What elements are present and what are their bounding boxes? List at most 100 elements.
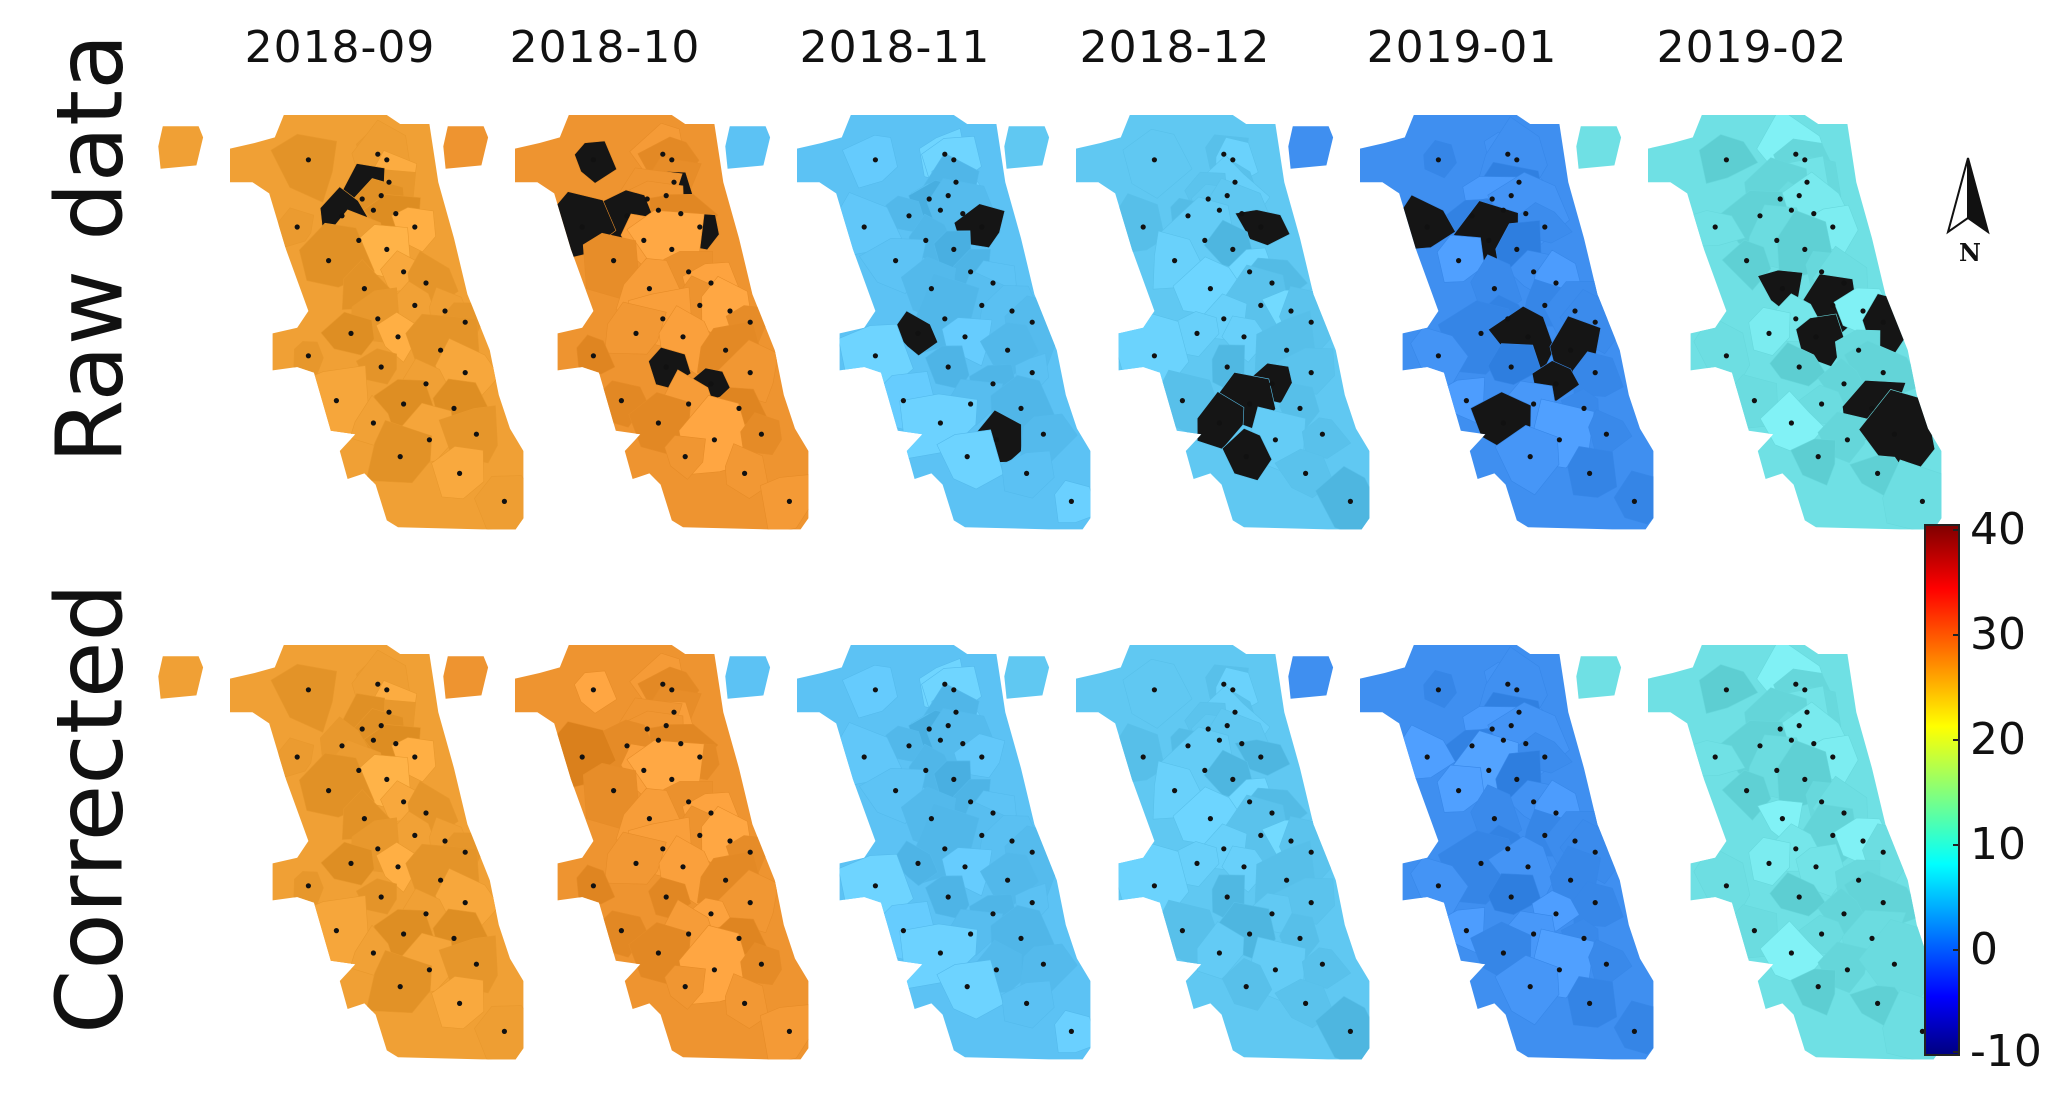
sensor-dot	[1819, 799, 1825, 805]
sensor-dot	[1018, 405, 1024, 411]
sensor-dot	[708, 911, 714, 917]
map-cell	[842, 134, 898, 189]
sensor-dot	[1880, 319, 1886, 325]
map-cell	[941, 317, 993, 367]
sensor-dot	[1553, 810, 1559, 816]
map-cell	[759, 473, 809, 530]
sensor-dot	[401, 931, 407, 937]
sensor-dot	[1841, 810, 1847, 816]
sensor-dot	[872, 157, 879, 163]
sensor-dot	[655, 420, 662, 426]
sensor-dot	[1592, 900, 1598, 906]
sensor-dot	[1185, 213, 1191, 219]
sensor-dot	[1516, 179, 1522, 185]
sensor-dot	[1802, 776, 1808, 783]
sensor-dot	[462, 900, 468, 906]
sensor-dot	[742, 1000, 748, 1007]
sensor-dot	[1272, 967, 1278, 973]
sensor-dot	[1712, 754, 1718, 760]
sensor-dot	[442, 308, 448, 314]
map-cell	[604, 831, 667, 885]
sensor-dot	[1556, 437, 1562, 443]
map-cell	[576, 334, 616, 375]
map-cell	[574, 670, 618, 714]
sensor-dot	[1505, 151, 1511, 157]
sensor-dot	[697, 832, 703, 839]
sensor-dot	[900, 398, 907, 404]
sensor-dot	[1891, 961, 1897, 967]
sensor-dot	[1523, 741, 1529, 747]
sensor-dot	[968, 799, 974, 805]
sensor-dot	[1239, 211, 1245, 217]
colorbar-tick-20: 20	[1970, 714, 2026, 765]
map-cell	[1790, 968, 1836, 1016]
sensor-dot	[1514, 776, 1520, 783]
sensor-dot	[1005, 347, 1011, 353]
map-island	[725, 126, 771, 169]
sensor-dot	[1179, 398, 1185, 404]
sensor-dot	[356, 237, 362, 243]
sensor-dot	[375, 151, 381, 157]
sensor-dot	[1793, 151, 1799, 157]
sensor-dot	[968, 401, 974, 407]
sensor-dot	[1592, 319, 1598, 325]
sensor-dot	[1224, 723, 1230, 729]
colorbar-tick-30: 30	[1970, 609, 2026, 660]
sensor-dot	[1830, 832, 1836, 839]
sensor-dot	[395, 864, 401, 870]
sensor-dot	[356, 767, 362, 774]
sensor-dot	[663, 193, 669, 199]
sensor-dot	[641, 237, 647, 243]
sensor-dot	[723, 347, 729, 353]
sensor-dot	[1819, 269, 1825, 275]
sensor-dot	[462, 849, 468, 855]
sensor-dot	[727, 308, 733, 314]
map-cell	[1054, 1010, 1091, 1053]
sensor-dot	[1841, 381, 1847, 387]
sensor-dot	[1712, 224, 1718, 230]
sensor-dot	[370, 950, 376, 956]
sensor-dot	[1587, 1000, 1593, 1007]
sensor-dot	[1508, 193, 1514, 199]
sensor-dot	[1216, 207, 1222, 213]
sensor-dot	[644, 726, 650, 732]
sensor-dot	[1508, 364, 1514, 370]
sensor-dot	[1024, 1000, 1030, 1007]
colorbar-tick-40: 40	[1970, 504, 2026, 555]
map-cell	[574, 140, 618, 184]
sensor-dot	[678, 741, 684, 747]
sensor-dot	[1194, 860, 1200, 867]
sensor-dot	[359, 726, 365, 732]
sensor-dot	[1514, 246, 1520, 252]
sensor-dot	[1777, 726, 1783, 732]
sensor-dot	[1205, 196, 1211, 202]
sensor-dot	[397, 454, 403, 460]
sensor-dot	[1424, 224, 1430, 230]
sensor-dot	[1224, 894, 1230, 900]
sensor-dot	[1603, 961, 1609, 967]
sensor-dot	[1766, 330, 1772, 336]
colorbar-tick-10: 10	[1970, 819, 2026, 870]
sensor-dot	[1435, 157, 1441, 163]
sensor-dot	[451, 935, 457, 942]
sensor-dot	[1258, 302, 1264, 308]
map-cell	[1487, 343, 1542, 386]
sensor-dot	[906, 743, 912, 749]
map-cell	[365, 420, 433, 484]
sensor-dot	[1068, 498, 1074, 504]
sensor-dot	[426, 437, 432, 443]
sensor-dot	[1463, 928, 1469, 934]
sensor-dot	[375, 681, 381, 687]
sensor-dot	[1844, 437, 1850, 443]
sensor-dot	[1793, 846, 1799, 852]
sensor-dot	[473, 431, 479, 437]
sensor-dot	[990, 911, 996, 917]
sensor-dot	[348, 860, 354, 867]
map-2019-02-corrected	[1576, 645, 1942, 1060]
map-2018-12-raw	[1004, 115, 1370, 530]
sensor-dot	[663, 364, 669, 370]
sensor-dot	[1830, 302, 1836, 308]
sensor-dot	[1230, 246, 1236, 252]
sensor-dot	[1802, 246, 1808, 252]
sensor-dot	[348, 330, 354, 336]
